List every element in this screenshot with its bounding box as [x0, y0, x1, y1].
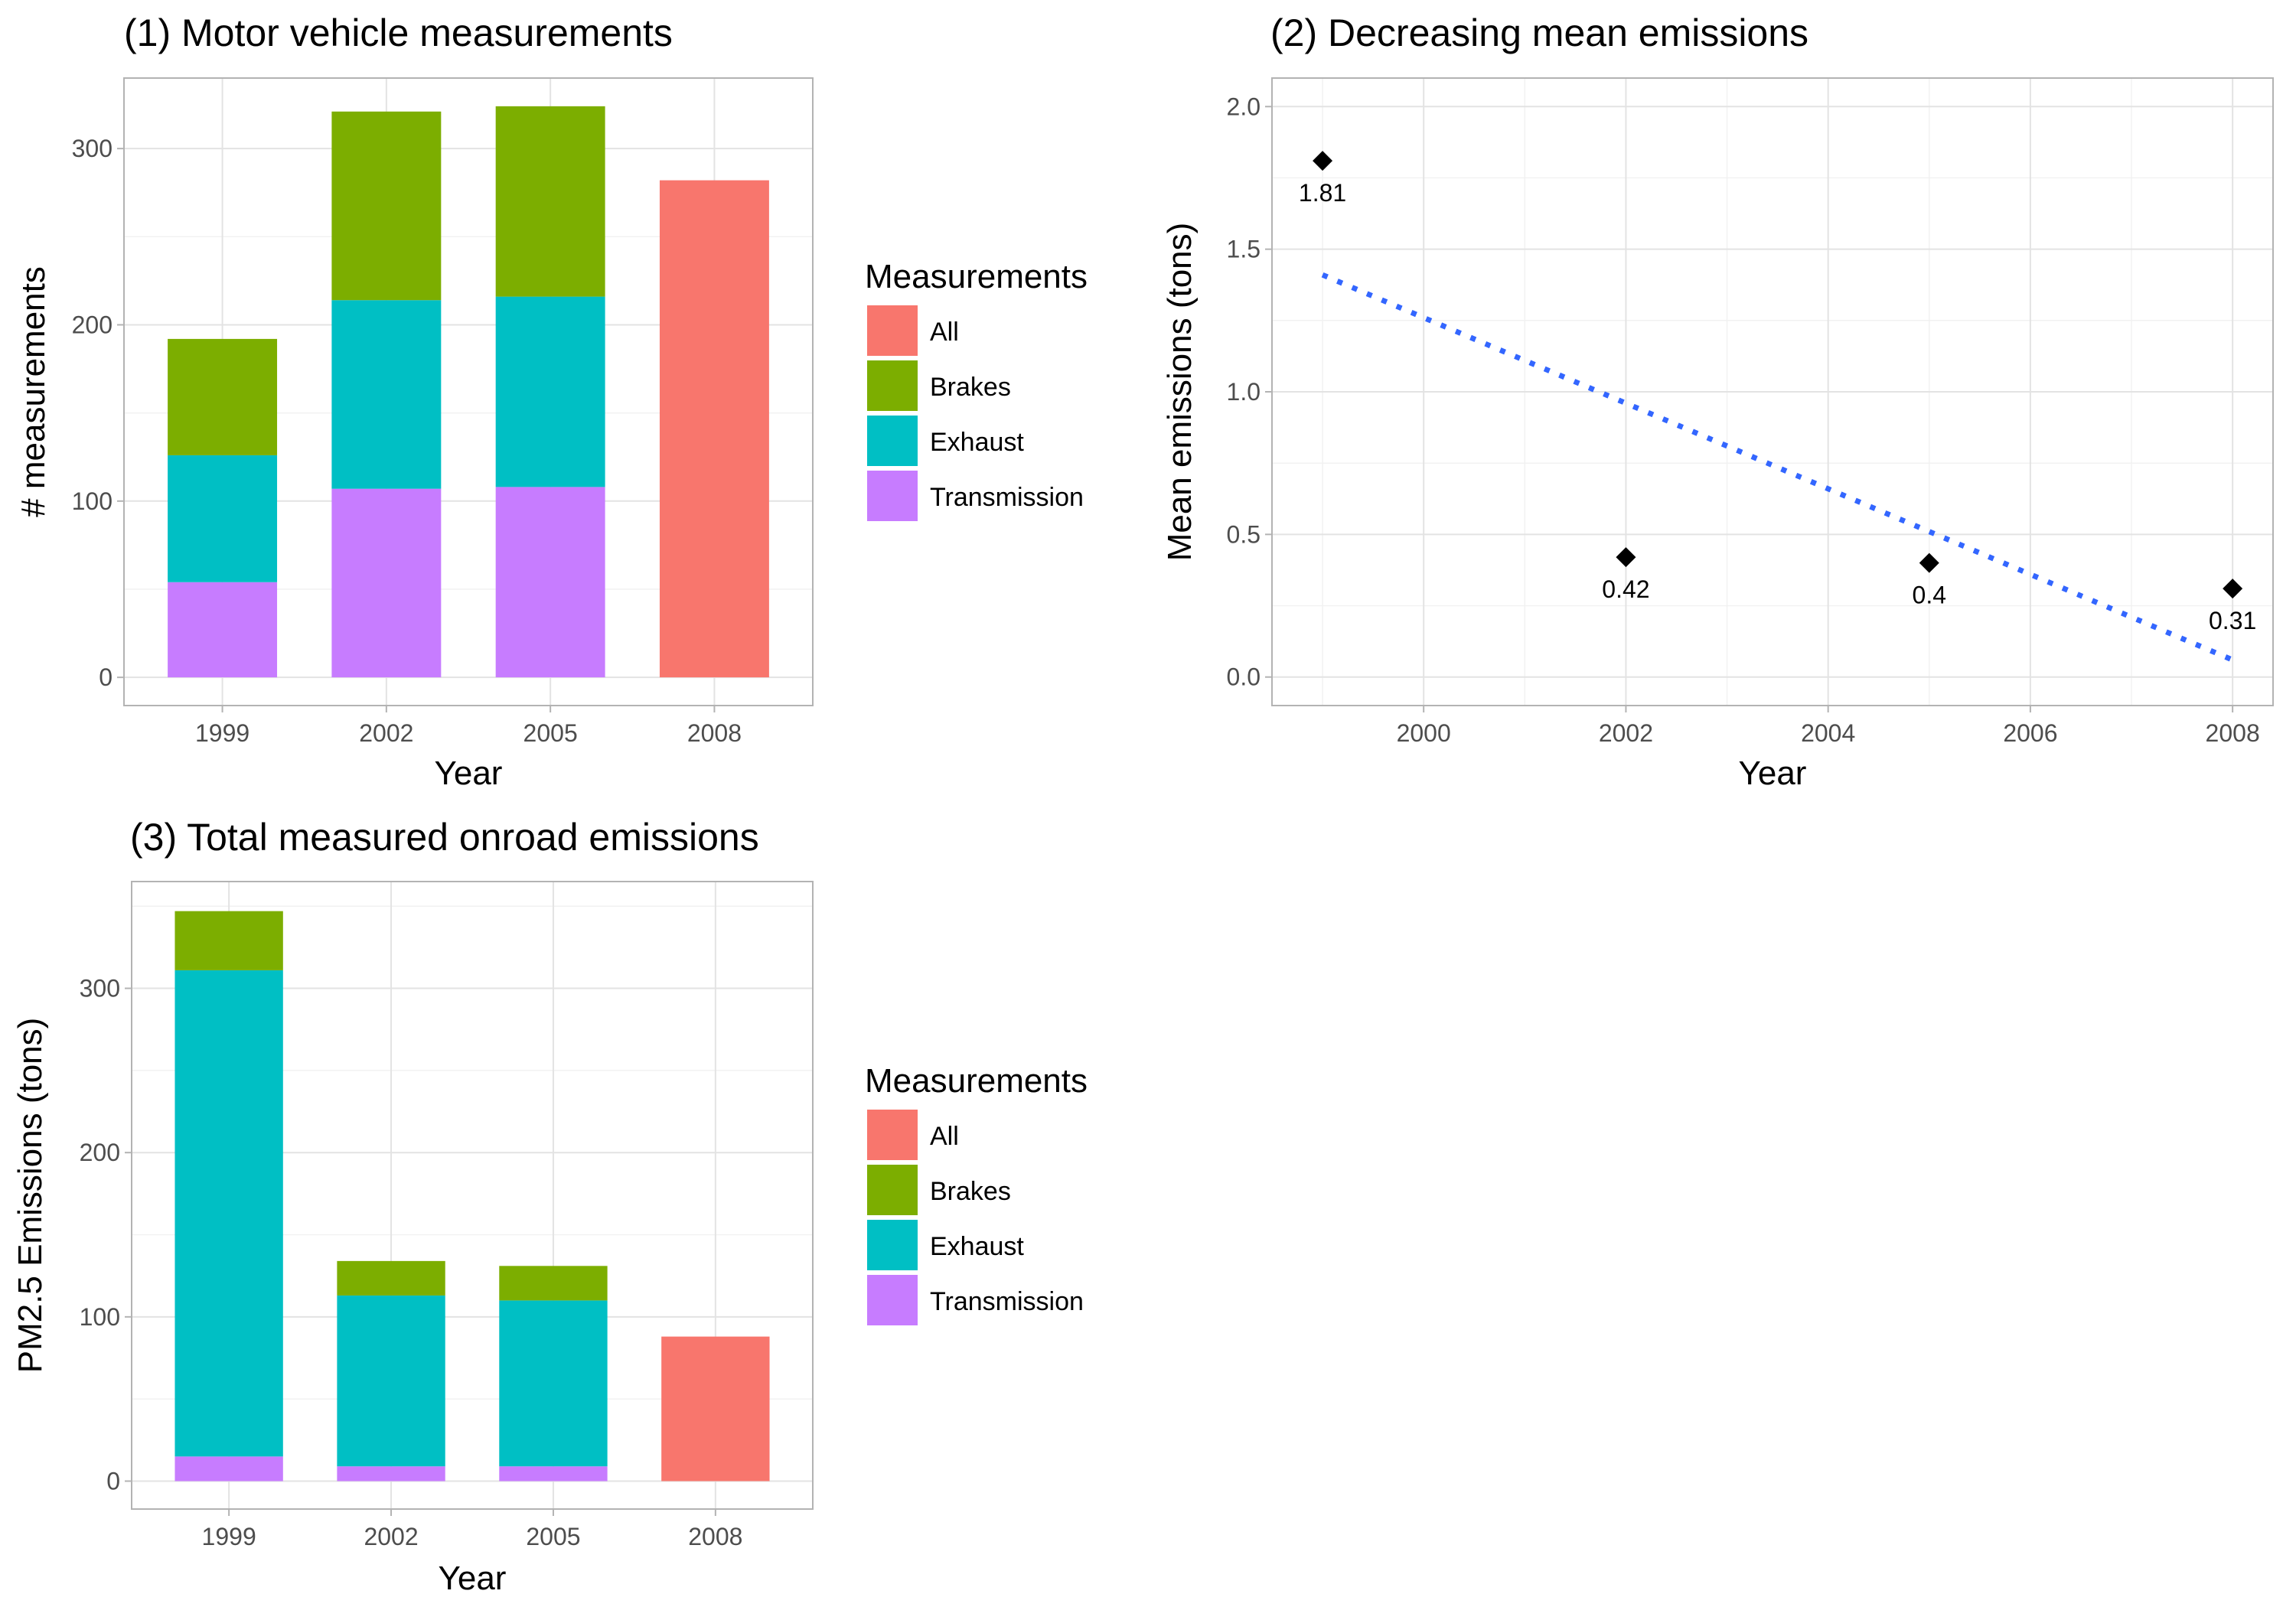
chart-1-bar-exhaust-2005	[495, 296, 605, 487]
chart-2-x-tick-label: 2000	[1397, 719, 1451, 747]
chart-2-point-2008	[2223, 579, 2243, 599]
chart-1-y-tick-label: 200	[72, 311, 113, 338]
chart-1-bar-transmission-1999	[168, 582, 278, 678]
chart-1-legend-title: Measurements	[865, 258, 1088, 295]
chart-3-panel-border	[131, 881, 814, 1510]
chart-2-y-axis-title: Mean emissions (tons)	[1161, 223, 1199, 562]
chart-1-bar-brakes-1999	[168, 338, 278, 455]
chart-1-legend-label-all: All	[930, 318, 959, 347]
chart-2-y-tick-label: 0.0	[1227, 663, 1261, 691]
chart-3-y-tick-label: 0	[106, 1468, 120, 1495]
chart-2-point-1999	[1313, 151, 1333, 171]
chart-1-legend-key-all	[867, 305, 918, 356]
chart-1-bar-all-2008	[659, 180, 769, 678]
chart-3-legend: Measurements All Brakes Exhaust Transmissio…	[865, 1062, 1088, 1325]
chart-2-x-tick-label: 2008	[2206, 719, 2260, 747]
chart-1-x-axis-title: Year	[435, 755, 503, 792]
chart-2-marks: 1.81 0.42 0.4 0.31	[1299, 151, 2256, 663]
chart-2-decreasing-mean-emissions: (2) Decreasing mean emissions 1.810.42 0.…	[1161, 11, 2274, 792]
chart-1-bar-exhaust-1999	[168, 455, 278, 582]
chart-2-point-label-2002: 0.42	[1602, 575, 1649, 603]
chart-1-legend-key-exhaust	[867, 416, 918, 466]
chart-2-x-tick-label: 2004	[1801, 719, 1855, 747]
chart-1-legend-key-transmission	[867, 471, 918, 521]
chart-1-panel-border	[123, 77, 814, 706]
chart-3-legend-key-all	[867, 1110, 918, 1160]
chart-3-bar-brakes-2002	[337, 1260, 445, 1296]
chart-3-y-tick-label: 200	[80, 1139, 120, 1166]
chart-3-legend-key-brakes	[867, 1165, 918, 1215]
chart-1-ticks: 0 100 200 300 1999 2002 2005 2008	[72, 135, 742, 747]
chart-1-y-tick-label: 100	[72, 487, 113, 515]
chart-3-legend-label-transmission: Transmission	[930, 1287, 1084, 1316]
chart-1-legend-key-brakes	[867, 360, 918, 411]
chart-3-total-measured-onroad-emissions: (3) Total measured onroad emissions 0 100…	[11, 816, 1088, 1597]
chart-2-y-tick-label: 1.0	[1227, 378, 1261, 406]
chart-3-title: (3) Total measured onroad emissions	[130, 816, 759, 859]
chart-3-x-tick-label: 2002	[364, 1523, 418, 1550]
chart-1-motor-vehicle-measurements: (1) Motor vehicle measurements 0 100 200 30…	[15, 11, 1088, 792]
chart-1-x-tick-label: 2008	[687, 719, 742, 747]
chart-3-ticks: 0 100 200 300 1999 2002 2005 2008	[80, 975, 743, 1550]
chart-2-x-axis-title: Year	[1739, 755, 1807, 792]
chart-1-y-axis-title: # measurements	[15, 266, 52, 517]
chart-1-bar-transmission-2005	[495, 487, 605, 678]
chart-2-point-label-2008: 0.31	[2209, 607, 2256, 634]
chart-2-ticks: 0.0 0.5 1.0 1.5 2.0 2000 2002 2004 2006 2008	[1227, 93, 2260, 747]
chart-3-bar-transmission-2005	[499, 1466, 608, 1482]
chart-1-bar-brakes-2002	[331, 111, 442, 301]
chart-2-point-label-1999: 1.81	[1299, 179, 1346, 207]
chart-3-legend-label-all: All	[930, 1122, 959, 1151]
chart-1-y-tick-label: 0	[99, 663, 113, 691]
chart-3-y-axis-title: PM2.5 Emissions (tons)	[11, 1018, 49, 1374]
chart-2-x-tick-label: 2002	[1599, 719, 1653, 747]
chart-1-legend-label-exhaust: Exhaust	[930, 428, 1024, 457]
chart-3-y-tick-label: 300	[80, 975, 120, 1002]
chart-1-bar-brakes-2005	[495, 106, 605, 297]
chart-3-legend-title: Measurements	[865, 1062, 1088, 1100]
chart-3-legend-label-brakes: Brakes	[930, 1177, 1011, 1206]
chart-3-bar-exhaust-2002	[337, 1295, 445, 1467]
chart-2-gridlines	[1272, 78, 2273, 706]
chart-3-bar-transmission-1999	[174, 1456, 283, 1482]
chart-3-legend-key-transmission	[867, 1275, 918, 1325]
chart-2-y-tick-label: 1.5	[1227, 236, 1261, 263]
chart-1-legend-label-brakes: Brakes	[930, 373, 1011, 402]
chart-1-bars	[168, 106, 769, 678]
chart-3-bars	[174, 911, 770, 1482]
chart-2-title: (2) Decreasing mean emissions	[1270, 11, 1808, 54]
chart-1-bar-transmission-2002	[331, 488, 442, 678]
chart-3-bar-exhaust-2005	[499, 1300, 608, 1467]
chart-3-legend-label-exhaust: Exhaust	[930, 1232, 1024, 1261]
chart-3-bar-exhaust-1999	[174, 970, 283, 1457]
chart-1-legend-label-transmission: Transmission	[930, 483, 1084, 512]
chart-1-x-tick-label: 2002	[359, 719, 413, 747]
chart-3-x-axis-title: Year	[439, 1560, 507, 1597]
chart-1-title: (1) Motor vehicle measurements	[124, 11, 673, 54]
chart-2-point-label-2005: 0.4	[1913, 582, 1946, 609]
chart-2-y-tick-label: 0.5	[1227, 520, 1261, 548]
chart-2-point-2005	[1919, 553, 1939, 573]
chart-3-x-tick-label: 2005	[526, 1523, 580, 1550]
chart-2-point-2002	[1616, 547, 1636, 568]
chart-3-legend-key-exhaust	[867, 1220, 918, 1270]
chart-3-y-tick-label: 100	[80, 1303, 120, 1331]
chart-3-x-tick-label: 2008	[688, 1523, 742, 1550]
chart-3-x-tick-label: 1999	[202, 1523, 256, 1550]
chart-2-y-tick-label: 2.0	[1227, 93, 1261, 120]
chart-1-x-tick-label: 1999	[195, 719, 249, 747]
chart-1-x-tick-label: 2005	[523, 719, 578, 747]
chart-1-y-tick-label: 300	[72, 135, 113, 162]
chart-2-trend-line	[1321, 272, 2234, 663]
chart-2-x-tick-label: 2006	[2003, 719, 2057, 747]
chart-3-bar-all-2008	[661, 1336, 770, 1482]
chart-1-bar-exhaust-2002	[331, 300, 442, 489]
chart-1-legend: Measurements All Brakes Exhaust Transmissio…	[865, 258, 1088, 521]
chart-3-bar-brakes-2005	[499, 1266, 608, 1301]
chart-3-bar-brakes-1999	[174, 911, 283, 970]
chart-3-bar-transmission-2002	[337, 1466, 445, 1482]
